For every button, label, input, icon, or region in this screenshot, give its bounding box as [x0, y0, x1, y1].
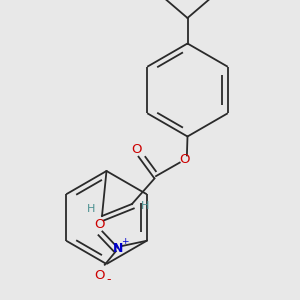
- Text: O: O: [179, 152, 190, 166]
- Text: O: O: [94, 269, 105, 282]
- Text: -: -: [106, 273, 111, 286]
- Text: N: N: [113, 242, 124, 255]
- Text: O: O: [94, 218, 105, 231]
- Text: H: H: [141, 200, 150, 211]
- Text: +: +: [121, 237, 129, 246]
- Text: O: O: [131, 143, 142, 156]
- Text: H: H: [87, 203, 96, 214]
